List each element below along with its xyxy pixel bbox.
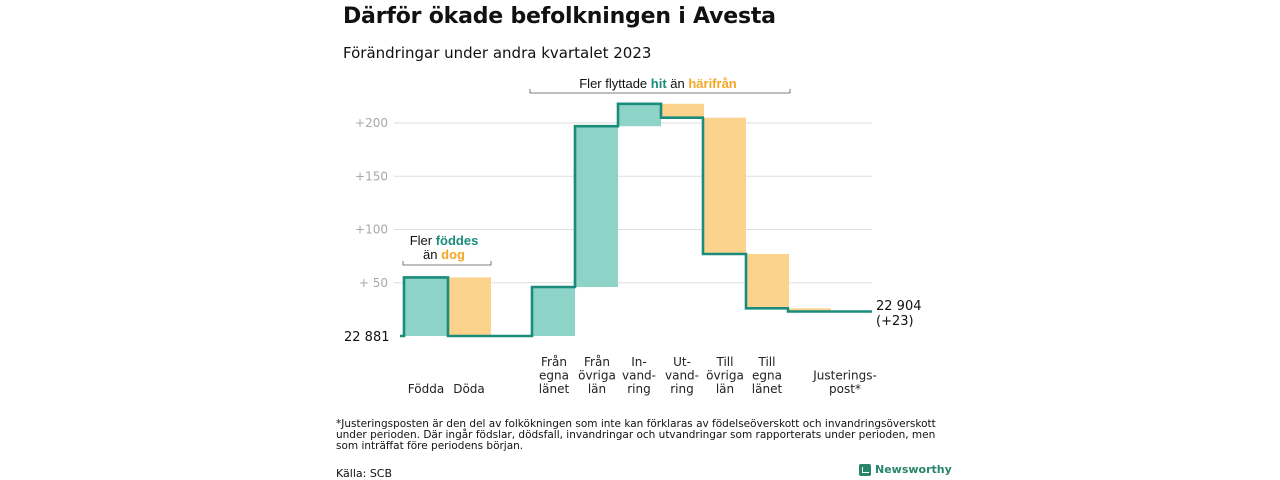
waterfall-bar [788,308,831,312]
waterfall-bar [575,126,618,288]
waterfall-bar [746,253,789,309]
x-category-label: Från [584,355,610,369]
brand-name: Newsworthy [875,463,952,476]
x-category-label: post* [829,382,861,396]
x-category-label: övriga [706,369,744,383]
chart-title: Därför ökade befolkningen i Avesta [343,4,776,29]
migration-annotation-bracket [529,89,791,94]
annotation-part: än [667,76,689,91]
migration-annotation: Fler flyttade hit än härifrån [579,76,737,91]
x-category-label: egna [752,369,782,383]
x-category-label: egna [539,369,569,383]
x-category-label: Döda [453,382,485,396]
chart-subtitle: Förändringar under andra kvartalet 2023 [343,44,652,62]
waterfall-bar [618,103,661,127]
x-category-label: Justerings- [812,369,877,383]
y-tick-label: +100 [355,223,388,237]
x-category-label: Till [758,355,776,369]
births-annotation: Fler föddes [410,233,479,248]
annotation-part: Fler [410,233,436,248]
births-annotation: än dog [423,247,465,262]
annotation-part: föddes [436,233,479,248]
x-category-label: vand- [665,369,699,383]
annotation-part: än [423,247,441,262]
x-category-label: länet [752,382,783,396]
waterfall-bar [703,117,746,254]
annotation-part: hit [651,76,668,91]
waterfall-bar [661,103,704,118]
newsworthy-logo-icon [859,463,871,476]
end-value-label: (+23) [876,314,914,329]
cumulative-step-line [400,102,872,338]
x-category-label: Ut- [673,355,691,369]
annotation-part: dog [441,247,465,262]
x-category-label: län [588,382,606,396]
waterfall-bar [532,287,575,336]
footnote: *Justeringsposten är den del av folkökni… [336,418,936,452]
x-category-label: In- [631,355,646,369]
waterfall-bar [404,277,447,336]
x-category-label: Födda [408,382,444,396]
annotation-part: Fler flyttade [579,76,651,91]
x-category-label: ring [670,382,694,396]
source-label: Källa: SCB [336,467,393,480]
x-category-label: Från [541,355,567,369]
y-tick-label: +200 [355,116,388,130]
x-category-label: vand- [622,369,656,383]
x-category-label: länet [539,382,570,396]
base-value-label: 22 881 [344,330,390,345]
waterfall-bar [448,277,491,336]
x-category-label: ring [627,382,651,396]
annotation-part: härifrån [688,76,736,91]
births-annotation-bracket [402,261,492,266]
x-category-label: län [716,382,734,396]
end-value-label: 22 904 [876,299,922,314]
x-category-label: övriga [578,369,616,383]
y-tick-label: +150 [355,169,388,183]
brand: Newsworthy [859,463,952,476]
x-category-label: Till [716,355,734,369]
y-tick-label: + 50 [359,276,388,290]
